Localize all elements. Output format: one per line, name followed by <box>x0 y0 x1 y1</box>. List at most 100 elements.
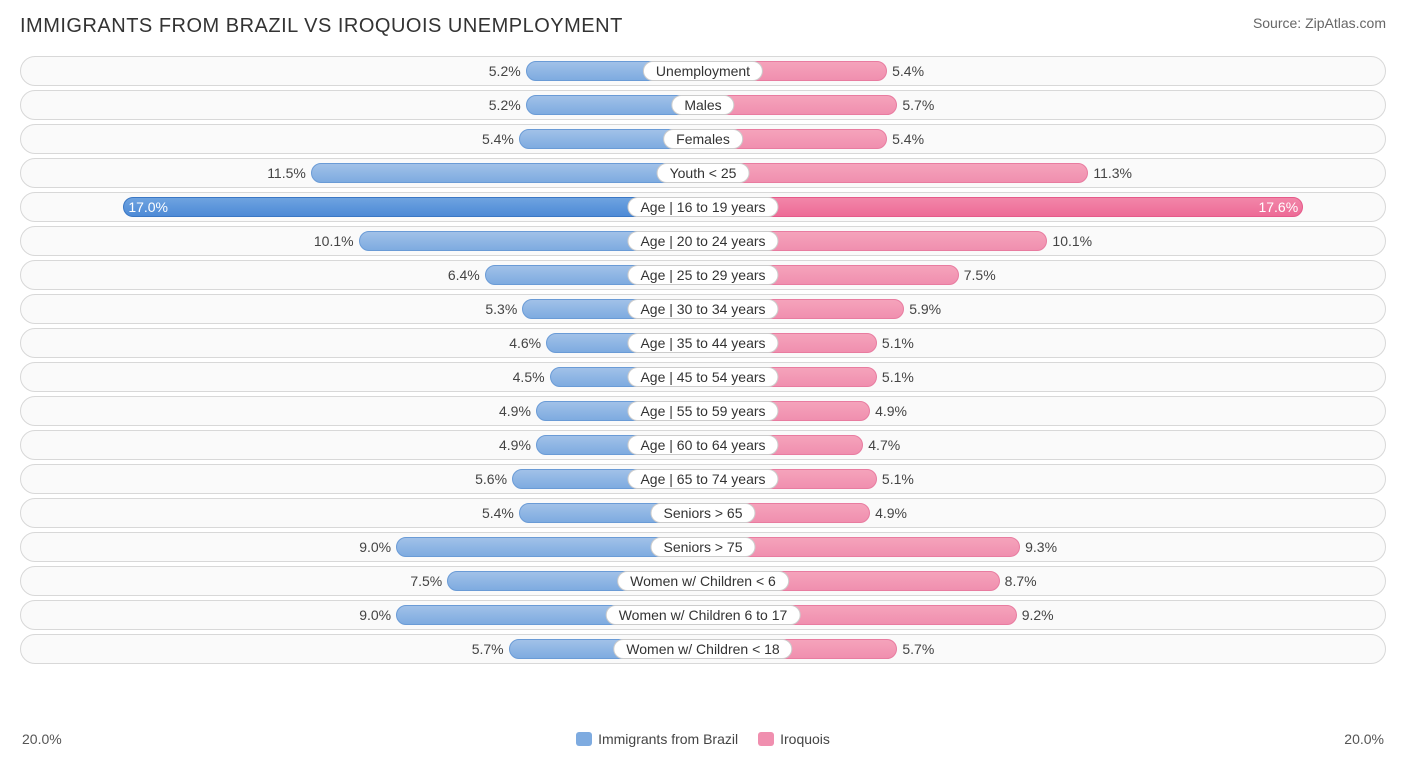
category-label: Women w/ Children < 6 <box>617 571 789 591</box>
source-attribution: Source: ZipAtlas.com <box>1253 15 1386 31</box>
left-half: 4.5% <box>21 363 703 391</box>
value-left: 5.2% <box>489 63 527 79</box>
value-right: 7.5% <box>958 267 996 283</box>
category-label: Age | 30 to 34 years <box>627 299 778 319</box>
left-half: 5.4% <box>21 125 703 153</box>
data-row: 4.9% 4.7% Age | 60 to 64 years <box>20 430 1386 460</box>
axis-right-label: 20.0% <box>1344 731 1384 747</box>
chart-area: 5.2%5.4%Unemployment5.2%5.7%Males5.4%5.4… <box>20 56 1386 725</box>
right-half: 4.9% <box>703 499 1385 527</box>
value-left: 4.9% <box>499 403 537 419</box>
value-left: 10.1% <box>314 233 360 249</box>
data-row: 5.2%5.4%Unemployment <box>20 56 1386 86</box>
right-half: 5.9% <box>703 295 1385 323</box>
right-half: 4.9% <box>703 397 1385 425</box>
right-half: 5.1% <box>703 329 1385 357</box>
left-half: 7.5% <box>21 567 703 595</box>
left-half: 17.0% <box>21 193 703 221</box>
data-row: 5.4% 4.9% Seniors > 65 <box>20 498 1386 528</box>
left-half: 9.0% <box>21 533 703 561</box>
value-right: 4.9% <box>869 403 907 419</box>
data-row: 5.2%5.7%Males <box>20 90 1386 120</box>
value-left: 17.0% <box>128 199 168 215</box>
right-half: 10.1% <box>703 227 1385 255</box>
right-half: 8.7% <box>703 567 1385 595</box>
chart-title: IMMIGRANTS FROM BRAZIL VS IROQUOIS UNEMP… <box>20 15 623 38</box>
value-right: 5.7% <box>896 97 934 113</box>
data-row: 4.9% 4.9% Age | 55 to 59 years <box>20 396 1386 426</box>
bar-right: 17.6% <box>703 197 1303 217</box>
value-left: 5.4% <box>482 131 520 147</box>
category-label: Age | 20 to 24 years <box>627 231 778 251</box>
left-half: 6.4% <box>21 261 703 289</box>
legend-swatch-right <box>758 732 774 746</box>
right-half: 5.7% <box>703 91 1385 119</box>
data-row: 11.5%11.3%Youth < 25 <box>20 158 1386 188</box>
data-row: 5.4%5.4%Females <box>20 124 1386 154</box>
value-right: 4.9% <box>869 505 907 521</box>
left-half: 9.0% <box>21 601 703 629</box>
data-row: 5.7% 5.7% Women w/ Children < 18 <box>20 634 1386 664</box>
header: IMMIGRANTS FROM BRAZIL VS IROQUOIS UNEMP… <box>20 15 1386 38</box>
value-right: 11.3% <box>1087 165 1132 181</box>
right-half: 5.1% <box>703 465 1385 493</box>
legend-label-right: Iroquois <box>780 731 830 747</box>
bar-right: 11.3% <box>703 163 1088 183</box>
axis-left-label: 20.0% <box>22 731 62 747</box>
value-left: 4.5% <box>513 369 551 385</box>
left-half: 10.1% <box>21 227 703 255</box>
data-row: 4.6% 5.1% Age | 35 to 44 years <box>20 328 1386 358</box>
category-label: Women w/ Children 6 to 17 <box>606 605 801 625</box>
right-half: 7.5% <box>703 261 1385 289</box>
value-right: 5.4% <box>886 131 924 147</box>
data-row: 4.5% 5.1%Age | 45 to 54 years <box>20 362 1386 392</box>
legend-label-left: Immigrants from Brazil <box>598 731 738 747</box>
category-label: Age | 65 to 74 years <box>627 469 778 489</box>
right-half: 5.4% <box>703 57 1385 85</box>
data-row: 9.0% 9.2% Women w/ Children 6 to 17 <box>20 600 1386 630</box>
legend: Immigrants from Brazil Iroquois <box>576 731 830 747</box>
data-row: 5.3% 5.9% Age | 30 to 34 years <box>20 294 1386 324</box>
left-half: 4.6% <box>21 329 703 357</box>
data-row: 9.0% 9.3% Seniors > 75 <box>20 532 1386 562</box>
value-left: 4.6% <box>509 335 547 351</box>
value-right: 9.3% <box>1019 539 1057 555</box>
bar-left: 17.0% <box>123 197 703 217</box>
category-label: Age | 60 to 64 years <box>627 435 778 455</box>
legend-swatch-left <box>576 732 592 746</box>
value-left: 5.3% <box>485 301 523 317</box>
right-half: 5.1% <box>703 363 1385 391</box>
left-half: 11.5% <box>21 159 703 187</box>
chart-container: IMMIGRANTS FROM BRAZIL VS IROQUOIS UNEMP… <box>0 0 1406 757</box>
value-right: 5.1% <box>876 471 914 487</box>
category-label: Age | 35 to 44 years <box>627 333 778 353</box>
value-left: 11.5% <box>267 165 312 181</box>
right-half: 5.7% <box>703 635 1385 663</box>
axis-row: 20.0% Immigrants from Brazil Iroquois 20… <box>20 725 1386 747</box>
category-label: Age | 16 to 19 years <box>627 197 778 217</box>
category-label: Women w/ Children < 18 <box>613 639 792 659</box>
category-label: Age | 45 to 54 years <box>627 367 778 387</box>
value-right: 5.1% <box>876 335 914 351</box>
value-left: 6.4% <box>448 267 486 283</box>
right-half: 17.6% <box>703 193 1385 221</box>
category-label: Age | 55 to 59 years <box>627 401 778 421</box>
value-left: 5.7% <box>472 641 510 657</box>
value-right: 8.7% <box>999 573 1037 589</box>
value-right: 5.7% <box>896 641 934 657</box>
left-half: 4.9% <box>21 431 703 459</box>
left-half: 4.9% <box>21 397 703 425</box>
right-half: 5.4% <box>703 125 1385 153</box>
left-half: 5.4% <box>21 499 703 527</box>
category-label: Seniors > 75 <box>651 537 756 557</box>
value-left: 5.6% <box>475 471 513 487</box>
data-row: 10.1%10.1%Age | 20 to 24 years <box>20 226 1386 256</box>
left-half: 5.2% <box>21 91 703 119</box>
category-label: Seniors > 65 <box>651 503 756 523</box>
legend-item-left: Immigrants from Brazil <box>576 731 738 747</box>
left-half: 5.3% <box>21 295 703 323</box>
value-right: 5.9% <box>903 301 941 317</box>
value-right: 4.7% <box>862 437 900 453</box>
value-right: 9.2% <box>1016 607 1054 623</box>
data-row: 6.4%7.5%Age | 25 to 29 years <box>20 260 1386 290</box>
